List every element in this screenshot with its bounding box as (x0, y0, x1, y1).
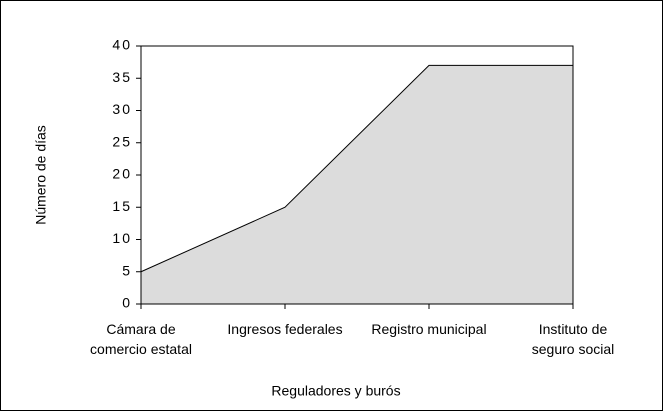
x-tick-label: Cámara de comercio estatal (90, 321, 192, 357)
x-tick-label: Registro municipal (371, 321, 487, 337)
area (141, 65, 573, 304)
x-tick-label: Instituto de seguro social (531, 321, 615, 357)
y-tick-label: 35 (112, 69, 132, 85)
x-axis-title: Reguladores y burós (271, 383, 400, 399)
y-tick-label: 10 (112, 230, 132, 246)
y-tick-label: 5 (122, 262, 132, 278)
area-line (140, 64, 573, 273)
y-tick-label: 30 (112, 101, 132, 117)
y-tick-label: 25 (112, 133, 132, 149)
y-tick-label: 0 (122, 295, 132, 311)
y-tick-label: 20 (112, 166, 132, 182)
y-tick-label: 40 (112, 37, 132, 53)
x-tick-label: Ingresos federales (227, 321, 343, 337)
y-tick-label: 15 (112, 198, 132, 214)
y-axis-title: Número de días (33, 125, 49, 225)
